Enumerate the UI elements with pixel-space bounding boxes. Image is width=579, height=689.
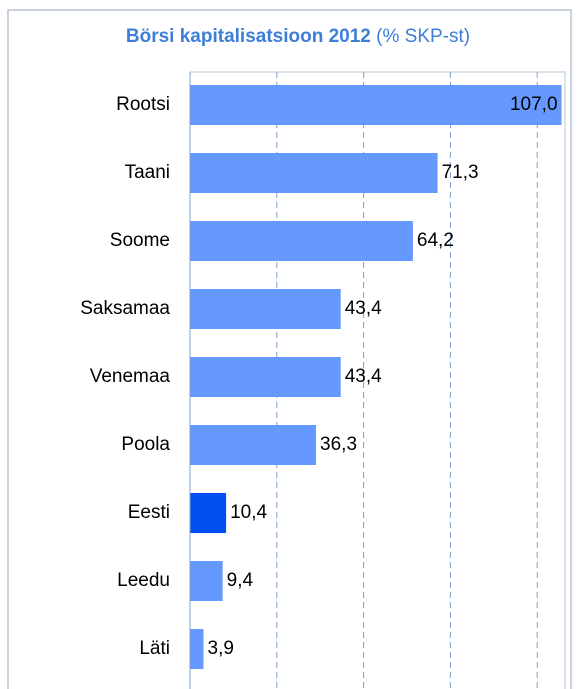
bar bbox=[190, 153, 438, 193]
bar bbox=[190, 425, 317, 465]
bar bbox=[190, 85, 562, 125]
value-label: 64,2 bbox=[417, 230, 454, 251]
value-label: 43,4 bbox=[345, 366, 382, 387]
bar bbox=[190, 357, 341, 397]
title-sub: (% SKP-st) bbox=[376, 26, 470, 47]
value-label: 43,4 bbox=[345, 298, 382, 319]
y-tick-label: Rootsi bbox=[116, 94, 170, 115]
y-tick-label: Läti bbox=[139, 638, 170, 659]
y-tick-label: Poola bbox=[121, 434, 170, 455]
bar bbox=[190, 493, 227, 533]
bar bbox=[190, 629, 204, 669]
value-label: 3,9 bbox=[208, 638, 234, 659]
bar bbox=[190, 289, 341, 329]
bar bbox=[190, 561, 223, 601]
y-tick-label: Leedu bbox=[117, 570, 170, 591]
y-tick-label: Venemaa bbox=[90, 366, 171, 387]
title-main: Börsi kapitalisatsioon 2012 bbox=[126, 26, 371, 47]
value-label: 10,4 bbox=[230, 502, 267, 523]
y-tick-label: Taani bbox=[125, 162, 170, 183]
value-label: 71,3 bbox=[442, 162, 479, 183]
value-label: 9,4 bbox=[227, 570, 254, 591]
y-tick-label: Soome bbox=[110, 230, 170, 251]
value-label: 36,3 bbox=[320, 434, 357, 455]
bar bbox=[190, 221, 413, 261]
y-tick-label: Saksamaa bbox=[80, 298, 170, 319]
value-label: 107,0 bbox=[510, 94, 558, 115]
chart-title: Börsi kapitalisatsioon 2012 (% SKP-st) bbox=[126, 26, 470, 47]
y-tick-label: Eesti bbox=[128, 502, 170, 523]
